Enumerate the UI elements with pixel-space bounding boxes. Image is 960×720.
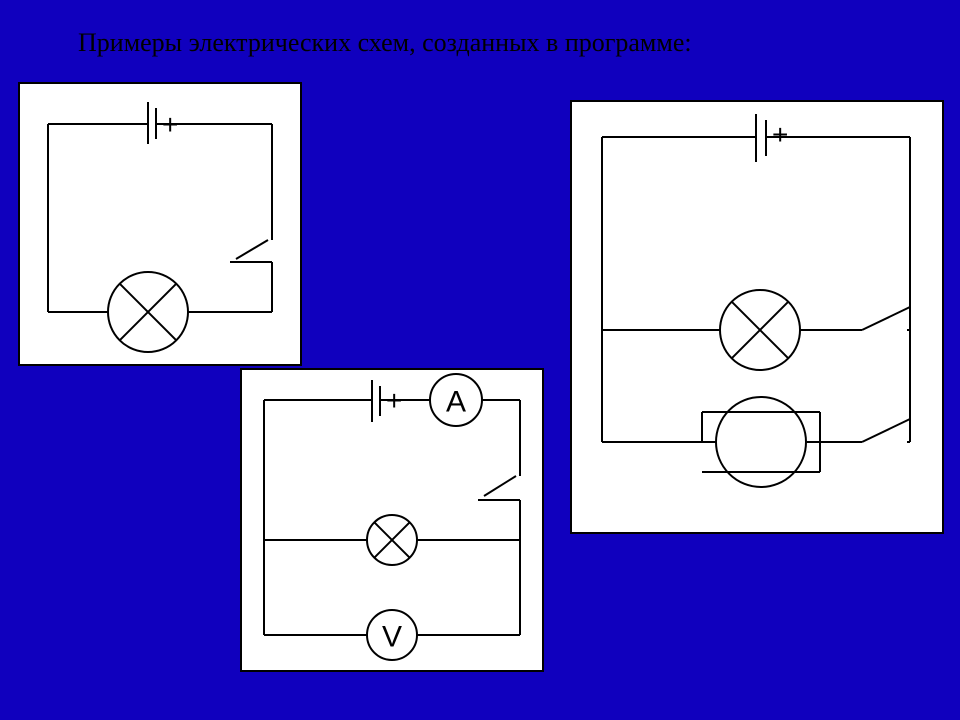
circuit-svg-2: A V + xyxy=(242,370,542,670)
circuit-panel-2: A V + xyxy=(240,368,544,672)
circuit-svg-3: + xyxy=(572,102,942,532)
circuit-panel-3: + xyxy=(570,100,944,534)
svg-text:V: V xyxy=(382,621,402,654)
svg-text:+: + xyxy=(772,119,788,150)
circuit-svg-1: + xyxy=(20,84,300,364)
svg-text:+: + xyxy=(386,385,402,416)
svg-text:A: A xyxy=(446,386,466,419)
page-title: Примеры электрических схем, созданных в … xyxy=(78,28,692,58)
svg-text:+: + xyxy=(162,109,178,140)
circuit-panel-1: + xyxy=(18,82,302,366)
